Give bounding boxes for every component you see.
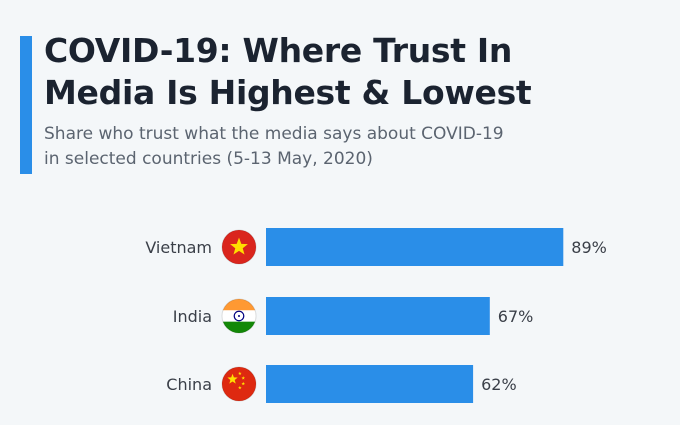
bar-india <box>266 297 490 335</box>
value-label: 89% <box>571 238 607 257</box>
bar-china <box>266 365 474 403</box>
chart-subtitle: Share who trust what the media says abou… <box>44 124 504 169</box>
value-label: 67% <box>498 307 534 326</box>
category-label: China <box>166 375 212 394</box>
title-accent-bar <box>20 36 32 174</box>
category-label: India <box>173 307 212 326</box>
india-flag-icon <box>221 298 257 334</box>
category-label: Vietnam <box>145 238 212 257</box>
value-label: 62% <box>481 375 517 394</box>
chart-title: COVID-19: Where Trust In Media Is Highes… <box>44 31 532 112</box>
bar-vietnam <box>266 228 564 266</box>
vietnam-flag-icon <box>221 229 257 265</box>
china-flag-icon <box>221 366 257 402</box>
